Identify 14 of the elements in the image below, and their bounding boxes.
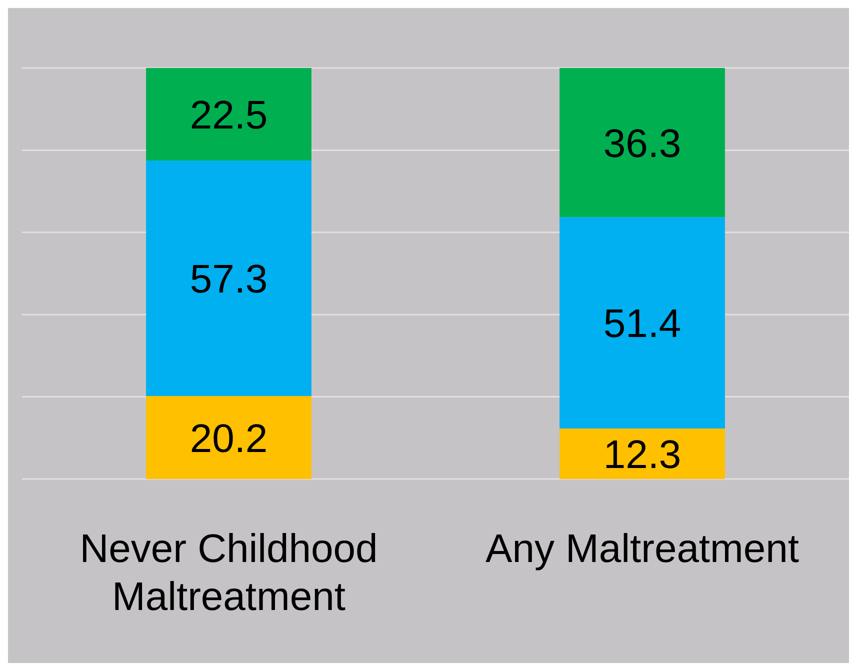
data-label: 22.5 (190, 94, 268, 138)
data-label: 20.2 (190, 416, 268, 461)
bar (146, 68, 312, 160)
x-tick-label: Never Childhood Maltreatment (80, 527, 378, 620)
bar (560, 428, 725, 479)
data-label: 57.3 (190, 258, 268, 302)
data-label: 36.3 (603, 122, 682, 166)
bar (560, 68, 725, 218)
bar (146, 396, 312, 479)
x-tick-label: Any Maltreatment (486, 527, 799, 572)
data-label: 12.3 (603, 433, 682, 478)
bar (146, 160, 312, 396)
bar (560, 217, 725, 428)
data-label: 51.4 (603, 302, 682, 346)
